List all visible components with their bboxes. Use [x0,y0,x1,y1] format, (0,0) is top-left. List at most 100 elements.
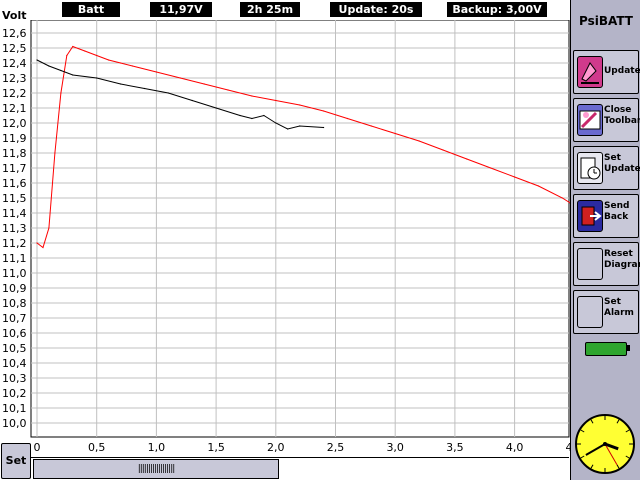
series-0-point [66,54,68,57]
y-tick-label: 11,6 [2,177,27,190]
set-alarm-label-line1: Set [604,297,621,307]
set-alarm-label-line2: Alarm [604,308,634,318]
x-tick-label: 2,5 [327,441,345,454]
y-tick-label: 11,2 [2,237,27,250]
current-voltage: 11,97V [150,2,212,17]
close-toolbar-button[interactable]: Close Toolbar [573,98,640,142]
set-button[interactable]: Set [1,443,31,479]
y-tick-label: 12,3 [2,72,27,85]
clock-tick [625,429,630,433]
series-1-point [239,114,241,117]
reset-diagram-label-line2: Diagram [604,260,640,270]
reset-diagram-blank-icon [577,248,603,280]
send-back-label-line2: Back [604,212,629,222]
series-1-point [263,114,265,117]
horizontal-scrollbar[interactable]: |||||||||||||||||| [31,457,569,479]
send-back-label-line1: Send [604,201,630,211]
series-1-point [323,126,325,129]
y-tick-label: 11,3 [2,222,27,235]
clock-minute-hand [585,443,606,456]
update-interval: Update: 20s [330,2,422,17]
reset-diagram-label-line1: Reset [604,249,633,259]
close-toolbar-label-line2: Toolbar [604,116,640,126]
series-0-point [60,92,62,94]
series-1-point [36,59,38,61]
series-0-point [275,99,277,102]
series-1-point [191,99,193,102]
x-tick-label: 4,0 [506,441,524,454]
x-tick-label: 4,5 [566,441,570,454]
set-alarm-button[interactable]: Set Alarm [573,290,639,334]
y-tick-label: 10,7 [2,312,27,325]
send-back-icon [577,200,603,232]
app-title: PsiBATT [579,14,633,28]
series-0-point [323,110,325,112]
series-0-point [179,77,181,79]
y-tick-label: 12,1 [2,102,27,115]
battery-cap [627,345,630,351]
x-tick-label: 3,0 [386,441,404,454]
y-tick-label: 11,0 [2,267,27,280]
clock-tick [590,419,594,424]
series-0-point [394,132,396,135]
send-back-button[interactable]: Send Back [573,194,639,238]
y-tick-label: 10,0 [2,417,27,430]
y-tick-label: 10,2 [2,387,27,400]
clock-tick [580,455,585,459]
series-1-point [96,77,98,79]
series-1-point [120,83,122,85]
series-0-point [514,176,516,178]
y-tick-label: 10,3 [2,372,27,385]
series-1-point [72,74,74,76]
y-tick-label: 12,4 [2,57,27,70]
reset-diagram-button[interactable]: ResetDiagram [573,242,640,286]
clock-hour-hand [604,442,619,451]
series-1-point [275,122,277,124]
y-tick-label: 11,8 [2,147,27,160]
x-tick-label: 3,5 [446,441,464,454]
y-tick-label: 12,6 [2,27,27,40]
toolbar: PsiBATT Update Close Toolbar Set Update Se… [570,0,640,480]
clock-tick [580,429,585,433]
series-0-point [299,104,301,106]
set-update-label-line2: Update [604,164,640,174]
y-tick-label: 12,5 [2,42,27,55]
clock-tick [625,455,630,459]
series-0-point [54,152,56,154]
elapsed-time: 2h 25m [240,2,300,17]
y-tick-label: 10,6 [2,327,27,340]
series-0-point [131,65,134,67]
x-tick-label: 0,5 [88,441,106,454]
series-0-point [490,167,492,169]
update-button[interactable]: Update [573,50,640,94]
set-update-button[interactable]: Set Update [573,146,640,190]
series-0-point [442,149,444,151]
series-0-point [466,158,468,160]
status-bar: Batt 11,97V 2h 25m Update: 20s Backup: 3… [0,0,570,20]
y-tick-label: 10,4 [2,357,27,370]
y-tick-label: 12,0 [2,117,27,130]
backup-voltage: Backup: 3,00V [447,2,547,17]
clock-tick [616,464,620,469]
series-1-point [48,65,50,67]
mode-indicator: Batt [62,2,120,17]
clock-icon [575,414,635,474]
scroll-thumb[interactable]: |||||||||||||||||| [33,459,279,479]
series-1-point [143,87,146,90]
series-1-point [251,117,253,120]
y-tick-label: 10,9 [2,282,27,295]
y-axis-label: Volt [2,9,27,22]
x-tick-label: 2,0 [267,441,285,454]
series-1-point [287,128,289,130]
y-tick-label: 11,1 [2,252,27,265]
series-0-point [72,45,74,48]
series-0-point [537,185,540,187]
series-0-point [108,59,110,61]
y-tick-label: 12,2 [2,87,27,100]
clock-tick [616,419,620,424]
y-tick-label: 11,9 [2,132,27,145]
voltage-chart: 12,6 12,5 12,4 12,3 12,2 12,1 12,0 11,9 11,8 11,7… [2,19,570,454]
x-tick-label: 0 [34,441,41,454]
close-toolbar-icon [577,104,603,136]
series-0-point [48,227,50,229]
